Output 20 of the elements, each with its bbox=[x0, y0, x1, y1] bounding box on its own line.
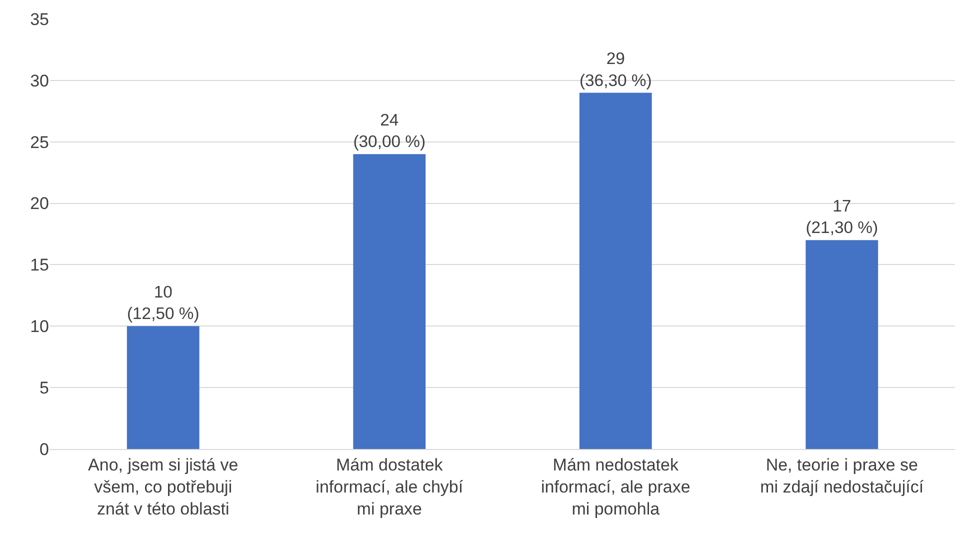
y-tick-label: 0 bbox=[40, 440, 49, 459]
bar bbox=[126, 326, 200, 449]
data-label: 10 (12,50 %) bbox=[126, 282, 200, 324]
data-label: 24 (30,00 %) bbox=[353, 110, 426, 152]
y-tick-label: 5 bbox=[40, 378, 49, 398]
bar bbox=[579, 92, 652, 449]
y-tick-label: 35 bbox=[30, 10, 49, 29]
y-tick-label: 25 bbox=[30, 132, 49, 152]
data-label: 17 (21,30 %) bbox=[806, 196, 878, 238]
data-label: 29 (36,30 %) bbox=[579, 49, 652, 90]
y-tick-label: 20 bbox=[30, 194, 49, 214]
y-tick-label: 30 bbox=[30, 71, 49, 90]
y-tick-label: 10 bbox=[30, 317, 49, 336]
x-tick-label: Mám dostatek informací, ale chybí mi praxe bbox=[316, 455, 464, 519]
bar bbox=[806, 240, 878, 449]
x-tick-label: Ano, jsem si jistá ve všem, co potřebuji znát v této oblasti bbox=[88, 455, 238, 519]
y-tick-label: 15 bbox=[30, 256, 49, 275]
x-tick-label: Mám nedostatek informací, ale praxe mi pomohla bbox=[540, 455, 690, 519]
bar bbox=[353, 154, 426, 449]
x-tick-label: Ne, teorie i praxe se mi zdají nedostačující bbox=[760, 455, 924, 496]
